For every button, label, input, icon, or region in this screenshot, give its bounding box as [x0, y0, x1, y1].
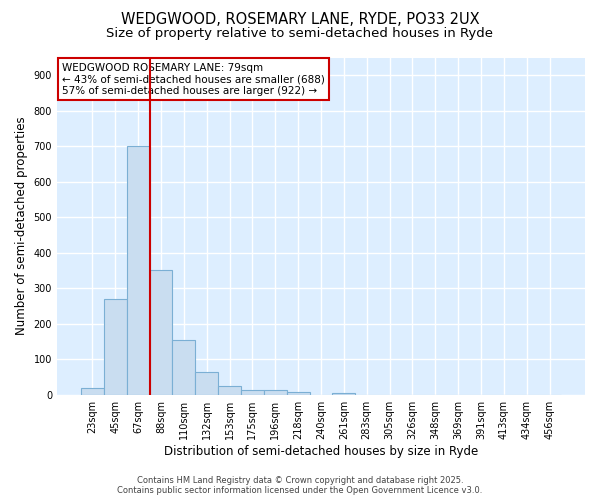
- Bar: [264, 390, 287, 394]
- Bar: [287, 392, 310, 394]
- Bar: [241, 390, 264, 394]
- Text: WEDGWOOD ROSEMARY LANE: 79sqm
← 43% of semi-detached houses are smaller (688)
57: WEDGWOOD ROSEMARY LANE: 79sqm ← 43% of s…: [62, 62, 325, 96]
- Text: Size of property relative to semi-detached houses in Ryde: Size of property relative to semi-detach…: [107, 28, 493, 40]
- X-axis label: Distribution of semi-detached houses by size in Ryde: Distribution of semi-detached houses by …: [164, 444, 478, 458]
- Bar: [332, 393, 355, 394]
- Bar: [149, 270, 172, 394]
- Bar: [81, 388, 104, 394]
- Bar: [104, 299, 127, 394]
- Bar: [195, 372, 218, 394]
- Bar: [218, 386, 241, 394]
- Bar: [127, 146, 149, 394]
- Bar: [172, 340, 195, 394]
- Text: WEDGWOOD, ROSEMARY LANE, RYDE, PO33 2UX: WEDGWOOD, ROSEMARY LANE, RYDE, PO33 2UX: [121, 12, 479, 28]
- Text: Contains HM Land Registry data © Crown copyright and database right 2025.
Contai: Contains HM Land Registry data © Crown c…: [118, 476, 482, 495]
- Y-axis label: Number of semi-detached properties: Number of semi-detached properties: [15, 117, 28, 336]
